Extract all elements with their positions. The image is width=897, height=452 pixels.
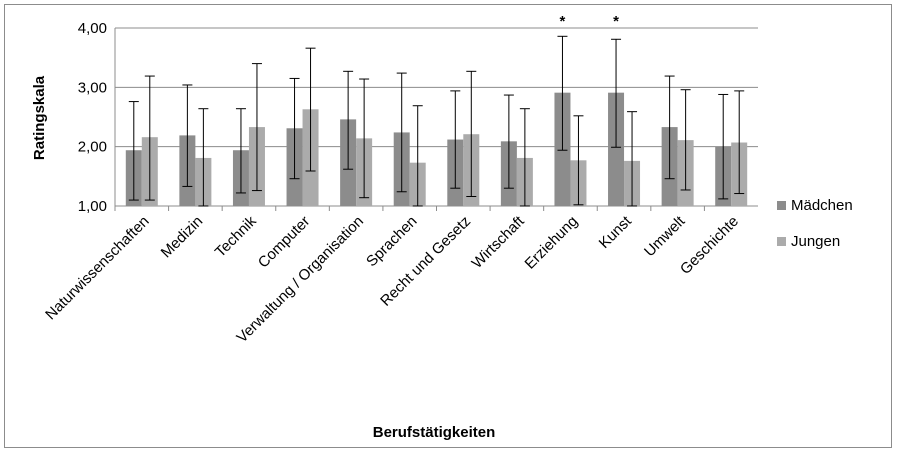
y-tick-label: 1,00	[78, 198, 107, 215]
x-axis-title: Berufstätigkeiten	[373, 424, 496, 441]
legend-label: Mädchen	[791, 197, 853, 214]
y-tick-label: 2,00	[78, 139, 107, 156]
y-axis-ticks: 1,00 2,00 3,00 4,00	[78, 20, 107, 215]
x-tick-label: Umwelt	[641, 212, 689, 260]
x-axis-ticks: Naturwissenschaften Medizin TechnikCompute…	[42, 212, 742, 346]
y-axis-title: Ratingskala	[31, 75, 48, 160]
y-tick-label: 4,00	[78, 20, 107, 37]
x-tick-label: Kunst	[596, 212, 636, 252]
significance-star: *	[613, 13, 619, 30]
bars	[125, 92, 748, 206]
y-tick-label: 3,00	[78, 79, 107, 96]
x-tick-label: Erziehung	[522, 213, 582, 273]
x-tick-label: Naturwissenschaften	[42, 213, 152, 323]
annotations: * *	[560, 13, 620, 30]
legend-swatch	[777, 237, 786, 246]
error-bars	[128, 35, 745, 207]
x-tick-label: Wirtschaft	[469, 212, 529, 272]
significance-star: *	[560, 13, 566, 30]
bar-maedchen	[608, 92, 625, 206]
chart-frame	[4, 4, 892, 448]
legend-label: Jungen	[791, 233, 840, 250]
x-tick-label: Recht und Gesetz	[377, 213, 474, 310]
x-tick-label: Technik	[212, 212, 260, 260]
legend-swatch	[777, 201, 786, 210]
x-tick-label: Medizin	[158, 213, 207, 262]
legend: Mädchen Jungen	[777, 197, 853, 250]
x-tick-label: Geschichte	[677, 213, 742, 278]
gridlines	[114, 27, 758, 211]
